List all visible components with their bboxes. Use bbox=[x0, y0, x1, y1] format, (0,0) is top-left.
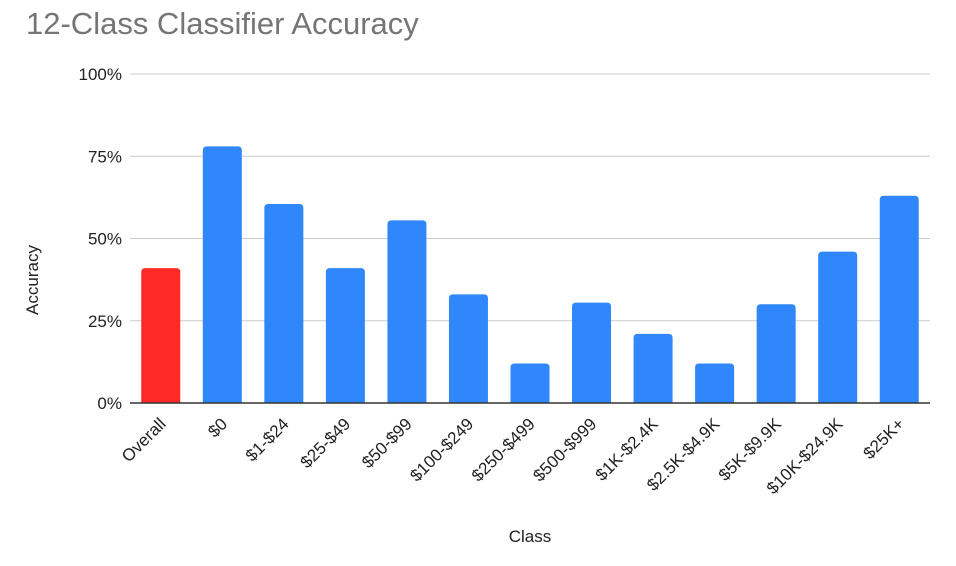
bar bbox=[756, 304, 796, 403]
bar bbox=[448, 294, 488, 403]
y-tick-label: 0% bbox=[97, 394, 122, 413]
x-tick-label: $500-$999 bbox=[529, 414, 600, 485]
y-tick-label: 50% bbox=[88, 230, 122, 249]
x-axis-ticks: Overall $0 $1-$24 $25-$49 $50-$99$100-$249$2… bbox=[118, 414, 908, 498]
bar bbox=[202, 146, 242, 403]
y-axis-title: Accuracy bbox=[23, 245, 42, 315]
x-tick-label: $50-$99 bbox=[358, 414, 416, 472]
y-tick-label: 75% bbox=[88, 147, 122, 166]
bar bbox=[818, 251, 858, 403]
x-tick-label: $100-$249 bbox=[406, 414, 477, 485]
bar bbox=[572, 302, 612, 403]
y-tick-label: 100% bbox=[79, 65, 122, 84]
bar bbox=[633, 333, 673, 403]
x-tick-label: Overall bbox=[118, 414, 170, 466]
x-tick-label: $25-$49 bbox=[297, 414, 355, 472]
x-tick-label: $1-$24 bbox=[242, 414, 293, 465]
bar bbox=[879, 195, 919, 403]
x-tick-label: $250-$499 bbox=[468, 414, 539, 485]
bars bbox=[141, 146, 919, 403]
bar bbox=[510, 363, 550, 403]
x-axis-title: Class bbox=[509, 527, 552, 546]
bar bbox=[264, 203, 304, 403]
bar bbox=[325, 268, 365, 403]
y-axis-ticks: 0% 25% 50% 75% 100% bbox=[79, 65, 122, 413]
chart-title: 12-Class Classifier Accuracy bbox=[26, 6, 419, 41]
bar bbox=[695, 363, 735, 403]
bar bbox=[387, 220, 427, 403]
gridlines bbox=[130, 73, 930, 322]
x-tick-label: $25K+ bbox=[860, 414, 909, 463]
bar bbox=[141, 268, 181, 403]
y-tick-label: 25% bbox=[88, 312, 122, 331]
x-tick-label: $0 bbox=[204, 414, 231, 441]
